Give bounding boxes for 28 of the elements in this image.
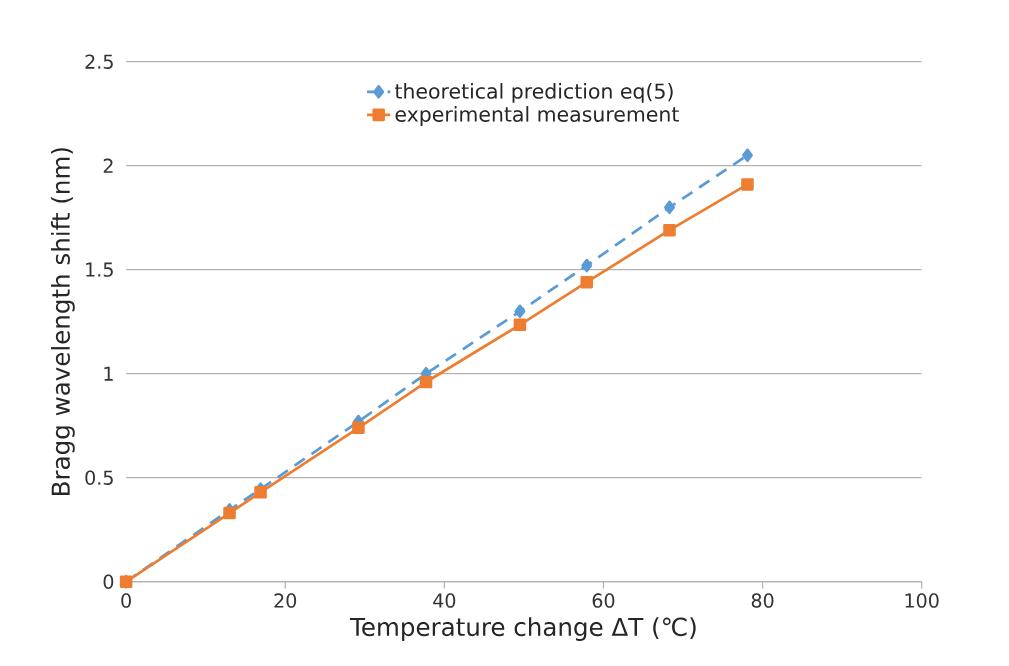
y-tick-label: 2 bbox=[103, 158, 113, 174]
y-axis-title: Bragg wavelength shift (nm) bbox=[50, 148, 75, 496]
legend-label: theoretical prediction eq(5) bbox=[394, 83, 673, 104]
y-tick-label: 2.5 bbox=[85, 54, 113, 70]
point bbox=[741, 178, 754, 191]
point bbox=[223, 507, 236, 520]
y-tick-label: 1 bbox=[104, 366, 113, 381]
point bbox=[254, 486, 267, 499]
x-tick-label: 100 bbox=[905, 593, 939, 609]
x-axis-title: Temperature change ΔT (℃) bbox=[349, 617, 696, 642]
y-tick-label: 0 bbox=[103, 574, 114, 590]
x-tick-label: 20 bbox=[274, 593, 297, 609]
legend-label: experimental measurement bbox=[395, 106, 679, 127]
point bbox=[514, 304, 526, 319]
point bbox=[513, 318, 527, 332]
point bbox=[352, 421, 365, 435]
point bbox=[419, 375, 433, 389]
point bbox=[742, 148, 753, 163]
x-tick-label: 60 bbox=[592, 593, 615, 609]
y-tick-label: 1.5 bbox=[86, 262, 113, 278]
y-tick-label: 0.5 bbox=[85, 470, 113, 486]
point bbox=[580, 276, 594, 289]
point bbox=[663, 224, 676, 237]
x-tick-label: 40 bbox=[433, 593, 456, 609]
point bbox=[581, 258, 593, 273]
x-tick-label: 0 bbox=[121, 593, 131, 609]
point bbox=[664, 200, 675, 215]
x-tick-label: 80 bbox=[751, 593, 774, 609]
